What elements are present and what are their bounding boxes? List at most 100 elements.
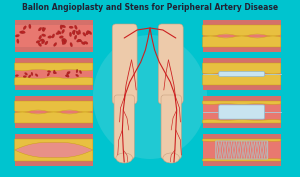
- Ellipse shape: [86, 30, 88, 35]
- Polygon shape: [15, 139, 93, 150]
- Ellipse shape: [69, 32, 72, 37]
- Ellipse shape: [62, 39, 64, 43]
- FancyBboxPatch shape: [202, 101, 281, 123]
- FancyBboxPatch shape: [15, 58, 93, 90]
- Polygon shape: [15, 112, 93, 123]
- Ellipse shape: [17, 39, 19, 43]
- Ellipse shape: [39, 35, 42, 39]
- Ellipse shape: [66, 75, 69, 77]
- FancyBboxPatch shape: [15, 20, 93, 52]
- Circle shape: [93, 35, 207, 159]
- Polygon shape: [15, 150, 93, 161]
- Polygon shape: [202, 63, 281, 74]
- Ellipse shape: [40, 39, 44, 41]
- Ellipse shape: [47, 73, 50, 76]
- Ellipse shape: [41, 40, 45, 44]
- Ellipse shape: [76, 31, 79, 35]
- Ellipse shape: [28, 75, 31, 78]
- Ellipse shape: [38, 27, 42, 31]
- FancyBboxPatch shape: [158, 24, 183, 104]
- Ellipse shape: [47, 71, 51, 73]
- FancyBboxPatch shape: [219, 105, 265, 119]
- Ellipse shape: [48, 36, 52, 38]
- Ellipse shape: [56, 32, 60, 35]
- Ellipse shape: [35, 74, 38, 76]
- Ellipse shape: [15, 35, 20, 37]
- Ellipse shape: [53, 42, 57, 46]
- Ellipse shape: [59, 36, 63, 38]
- Ellipse shape: [42, 28, 46, 31]
- FancyBboxPatch shape: [161, 95, 181, 159]
- FancyBboxPatch shape: [202, 141, 281, 159]
- Polygon shape: [202, 139, 281, 141]
- Ellipse shape: [31, 72, 33, 76]
- FancyBboxPatch shape: [15, 96, 93, 128]
- Text: Ballon Angioplasty and Stens for Peripheral Artery Disease: Ballon Angioplasty and Stens for Periphe…: [22, 4, 278, 13]
- FancyBboxPatch shape: [202, 139, 281, 161]
- FancyBboxPatch shape: [202, 96, 281, 128]
- Ellipse shape: [80, 70, 82, 74]
- Ellipse shape: [15, 75, 19, 77]
- Ellipse shape: [88, 31, 92, 35]
- Ellipse shape: [38, 43, 41, 46]
- Ellipse shape: [36, 41, 40, 43]
- Polygon shape: [202, 120, 281, 123]
- Ellipse shape: [60, 25, 62, 29]
- Polygon shape: [202, 36, 281, 47]
- FancyBboxPatch shape: [15, 134, 93, 166]
- Ellipse shape: [67, 72, 69, 75]
- Ellipse shape: [21, 31, 25, 33]
- FancyBboxPatch shape: [202, 63, 281, 85]
- FancyBboxPatch shape: [15, 25, 93, 47]
- Ellipse shape: [86, 31, 89, 35]
- Ellipse shape: [53, 70, 55, 74]
- FancyBboxPatch shape: [15, 139, 93, 161]
- Ellipse shape: [116, 153, 133, 163]
- Ellipse shape: [62, 29, 64, 33]
- Ellipse shape: [52, 34, 55, 38]
- FancyBboxPatch shape: [15, 111, 93, 113]
- Ellipse shape: [74, 35, 77, 39]
- Polygon shape: [15, 63, 93, 71]
- Ellipse shape: [45, 41, 48, 45]
- Ellipse shape: [69, 26, 73, 28]
- Ellipse shape: [76, 69, 78, 73]
- Polygon shape: [15, 77, 93, 85]
- FancyBboxPatch shape: [202, 20, 281, 52]
- Polygon shape: [202, 74, 281, 85]
- Ellipse shape: [163, 153, 179, 163]
- Ellipse shape: [84, 41, 88, 44]
- FancyBboxPatch shape: [15, 25, 93, 47]
- FancyBboxPatch shape: [202, 25, 281, 47]
- FancyBboxPatch shape: [202, 58, 281, 90]
- Ellipse shape: [42, 27, 45, 32]
- FancyBboxPatch shape: [202, 35, 281, 37]
- FancyBboxPatch shape: [112, 24, 137, 104]
- Ellipse shape: [63, 38, 67, 42]
- Ellipse shape: [53, 72, 57, 74]
- Ellipse shape: [74, 25, 77, 29]
- Ellipse shape: [29, 24, 31, 29]
- Ellipse shape: [68, 71, 70, 74]
- Ellipse shape: [62, 40, 64, 45]
- Ellipse shape: [61, 25, 66, 28]
- FancyBboxPatch shape: [202, 73, 281, 75]
- Polygon shape: [202, 101, 281, 104]
- Ellipse shape: [23, 26, 26, 30]
- Ellipse shape: [81, 42, 85, 45]
- FancyBboxPatch shape: [15, 63, 93, 85]
- FancyBboxPatch shape: [202, 134, 281, 166]
- Ellipse shape: [58, 31, 61, 34]
- Ellipse shape: [76, 74, 79, 77]
- Ellipse shape: [83, 32, 86, 36]
- Polygon shape: [15, 101, 93, 112]
- Ellipse shape: [72, 30, 75, 34]
- Ellipse shape: [78, 30, 81, 34]
- Ellipse shape: [64, 40, 67, 44]
- FancyBboxPatch shape: [114, 95, 134, 159]
- FancyBboxPatch shape: [15, 101, 93, 123]
- Polygon shape: [202, 25, 281, 36]
- Ellipse shape: [73, 30, 75, 35]
- Polygon shape: [202, 159, 281, 161]
- Ellipse shape: [78, 39, 82, 42]
